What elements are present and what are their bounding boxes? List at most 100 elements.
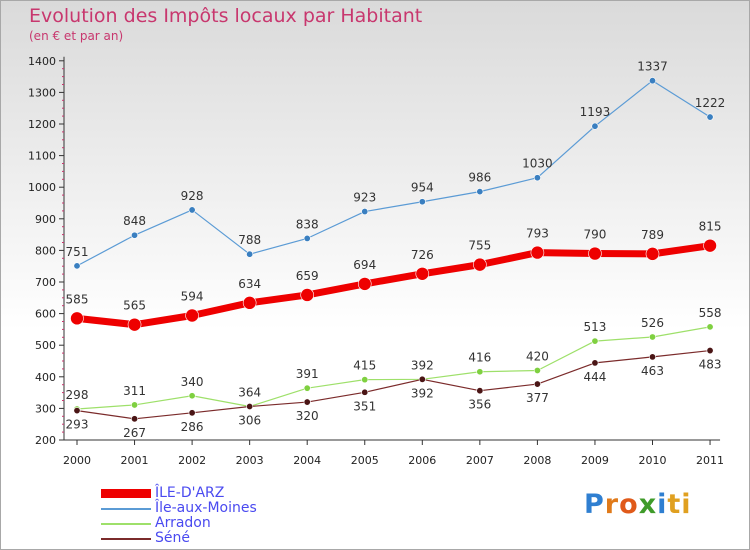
data-point: [703, 238, 717, 253]
data-point: [303, 398, 311, 406]
x-tick-label: 2005: [351, 454, 379, 467]
data-label: 659: [296, 269, 319, 283]
x-tick-label: 2000: [63, 454, 91, 467]
x-tick-label: 2002: [178, 454, 206, 467]
data-point: [476, 368, 484, 376]
data-label: 694: [353, 258, 376, 272]
data-point: [70, 311, 84, 326]
legend-label: ÎLE-D'ARZ: [155, 485, 225, 501]
legend-item-sene: Séné: [101, 530, 401, 546]
data-point: [473, 257, 487, 272]
data-label: 751: [66, 245, 89, 259]
x-tick-label: 2003: [236, 454, 264, 467]
data-point: [648, 77, 656, 85]
data-point: [533, 380, 541, 388]
legend-swatch: [101, 538, 151, 540]
y-tick-label: 1100: [28, 150, 56, 163]
series-line: [76, 349, 711, 420]
data-label: 298: [66, 388, 89, 402]
legend-item-ile-aux-moines: Île-aux-Moines: [101, 500, 401, 516]
legend-swatch: [101, 508, 151, 510]
x-tick-label: 2007: [466, 454, 494, 467]
series-line: [76, 242, 711, 329]
legend-swatch: [101, 489, 151, 498]
data-label: 293: [66, 418, 89, 432]
y-tick-label: 1300: [28, 86, 56, 99]
data-label: 392: [411, 386, 434, 400]
data-label: 377: [526, 391, 549, 405]
y-tick-label: 400: [35, 371, 56, 384]
data-label: 420: [526, 349, 549, 363]
data-label: 356: [468, 398, 491, 412]
data-point: [73, 262, 81, 270]
data-point: [246, 250, 254, 258]
data-point: [591, 122, 599, 130]
x-tick-label: 2011: [696, 454, 724, 467]
data-point: [303, 234, 311, 242]
data-label: 923: [353, 191, 376, 205]
data-label: 726: [411, 248, 434, 262]
x-tick-label: 2001: [121, 454, 149, 467]
data-point: [361, 208, 369, 216]
data-point: [303, 384, 311, 392]
data-label: 526: [641, 316, 664, 330]
x-tick-label: 2008: [523, 454, 551, 467]
data-point: [533, 174, 541, 182]
proxiti-logo: Proxiti: [584, 489, 692, 520]
y-tick-label: 1400: [28, 55, 56, 68]
data-label: 463: [641, 364, 664, 378]
y-tick-label: 300: [35, 402, 56, 415]
data-point: [645, 247, 660, 261]
data-point: [188, 206, 196, 214]
data-label: 1193: [580, 105, 611, 119]
y-tick-label: 600: [35, 308, 56, 321]
data-label: 928: [181, 189, 204, 203]
data-point: [533, 366, 541, 374]
data-label: 391: [296, 367, 319, 381]
data-point: [361, 388, 369, 396]
data-label: 585: [66, 292, 89, 306]
x-tick-label: 2006: [408, 454, 436, 467]
data-label: 444: [583, 370, 606, 384]
y-tick-label: 500: [35, 339, 56, 352]
data-label: 558: [699, 306, 722, 320]
data-point: [648, 333, 656, 341]
y-tick-label: 1000: [28, 181, 56, 194]
data-point: [131, 401, 139, 409]
data-label: 793: [526, 227, 549, 241]
data-label: 392: [411, 358, 434, 372]
data-point: [418, 198, 426, 206]
data-label: 306: [238, 414, 261, 428]
data-point: [418, 375, 426, 383]
legend-swatch: [101, 523, 151, 525]
data-point: [131, 231, 139, 239]
y-tick-label: 1200: [28, 118, 56, 131]
legend-item-arradon: Arradon: [101, 515, 401, 531]
data-point: [415, 266, 430, 281]
data-label: 416: [468, 351, 491, 365]
data-label: 565: [123, 299, 146, 313]
data-point: [648, 353, 656, 361]
x-tick-label: 2010: [639, 454, 667, 467]
chart-title: Evolution des Impôts locaux par Habitant: [29, 5, 423, 27]
data-point: [73, 407, 81, 415]
data-point: [361, 376, 369, 384]
data-label: 986: [468, 171, 491, 185]
data-label: 594: [181, 289, 204, 303]
data-label: 1337: [637, 60, 668, 74]
data-point: [246, 403, 254, 411]
data-label: 320: [296, 409, 319, 423]
data-label: 634: [238, 277, 261, 291]
data-label: 340: [181, 375, 204, 389]
legend-item-ile-darz: ÎLE-D'ARZ: [101, 485, 401, 501]
data-point: [242, 296, 257, 310]
data-label: 267: [123, 426, 146, 440]
data-label: 364: [238, 386, 261, 400]
data-point: [591, 359, 599, 367]
data-point: [188, 392, 196, 400]
data-label: 311: [123, 384, 146, 398]
data-label: 815: [699, 220, 722, 234]
data-point: [706, 113, 714, 121]
